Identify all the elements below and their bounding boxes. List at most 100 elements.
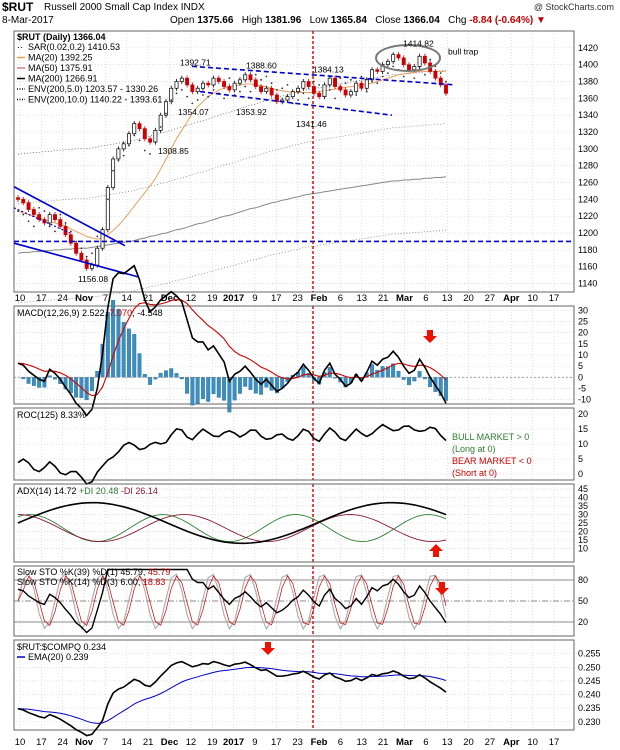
adx-y-tick-label: 10 (578, 543, 588, 553)
x-tick-label: 17 (271, 737, 282, 748)
price-annotation: 1414.82 (403, 39, 434, 49)
macd-y-tick-label: 20 (578, 328, 588, 338)
price-candle (79, 252, 84, 261)
price-pane-frame (13, 30, 575, 293)
sar-dot (80, 247, 83, 250)
adx-title-part: +DI 20.48 (79, 486, 121, 496)
sar-dot (334, 97, 336, 100)
x-tick-label: 6 (338, 293, 343, 304)
low-label: Low (309, 15, 328, 26)
sar-dot (59, 213, 62, 216)
price-candle (391, 54, 396, 62)
macd-histogram-bar (211, 377, 216, 395)
sar-dot (239, 90, 241, 93)
price-title: $RUT (Daily) 1366.04 (17, 32, 106, 42)
sar-dot (445, 80, 447, 83)
downtrend-upper-line (13, 186, 126, 247)
channel-lower-line (199, 90, 393, 116)
sar-dot (212, 89, 215, 91)
price-candle (222, 81, 227, 87)
sar-dot (128, 144, 130, 147)
chg-value: -8.84 (-0.64%) (469, 15, 534, 26)
open-label: Open (170, 15, 195, 26)
symbol-label: $RUT (2, 0, 34, 14)
sar-dot (112, 169, 115, 172)
stoch-y-tick-label: 20 (578, 617, 588, 627)
x-tick-label: 6 (423, 293, 428, 304)
macd-histogram-bar (158, 372, 163, 378)
price-candle (227, 86, 232, 91)
macd-histogram-bar (222, 377, 227, 401)
macd-signal-line (17, 299, 447, 397)
x-tick-label: 9 (252, 293, 257, 304)
price-candle (269, 87, 274, 96)
sar-dot (75, 240, 78, 243)
macd-y-tick-label: 5 (578, 361, 583, 371)
channel-upper-line (191, 65, 456, 86)
macd-histogram-bar (274, 377, 279, 394)
price-y-tick-label: 1220 (578, 211, 598, 221)
price-candle (100, 229, 105, 249)
sar-dot (392, 65, 395, 68)
sar-dot (202, 94, 204, 96)
roc-y-tick-label: 15 (578, 424, 588, 434)
x-tick-label: 19 (207, 737, 218, 748)
stoch-y-tick-label: 80 (578, 575, 588, 585)
price-candle (380, 64, 385, 72)
price-candle (433, 71, 438, 79)
sar-dot (318, 83, 321, 86)
price-candle (185, 77, 190, 86)
price-candle (338, 86, 343, 91)
sar-dot (196, 99, 199, 101)
ratio-y-tick-label: 0.245 (578, 676, 601, 686)
price-y-tick-label: 1300 (578, 144, 598, 154)
price-candle (311, 86, 316, 94)
macd-histogram-bar (216, 377, 221, 398)
low-value: 1365.84 (330, 15, 367, 26)
sar-dot (355, 94, 358, 96)
macd-histogram-bar (259, 377, 264, 395)
sar-dot (175, 92, 178, 95)
sar-dot (429, 58, 432, 61)
x-tick-label: Feb (311, 293, 328, 304)
market-note: BEAR MARKET < 0 (452, 456, 532, 466)
brand-label[interactable]: @ StockCharts.com (533, 2, 614, 12)
stoch-title: Slow STO %K(14) %D(3) 6.00, 18.83 (17, 577, 165, 587)
price-candle (58, 219, 63, 227)
macd-histogram-bar (422, 377, 427, 380)
ratio-ema-legend: EMA(20) 0.239 (28, 652, 89, 662)
ma200-line (17, 176, 447, 254)
x-tick-label: Apr (503, 293, 520, 304)
macd-histogram-bar (26, 377, 31, 384)
roc-title: ROC(125) 8.33% (17, 410, 86, 420)
sar-dot (207, 95, 210, 98)
price-candle (121, 143, 126, 150)
adx-title-part: -DI 26.14 (121, 486, 158, 496)
sar-dot (297, 99, 299, 101)
macd-histogram-bar (127, 328, 131, 378)
sar-dot (96, 235, 99, 238)
sar-dot (244, 85, 247, 88)
price-annotation: 1354.07 (178, 107, 209, 117)
sar-dot (170, 99, 173, 101)
macd-down-arrow-icon (423, 330, 437, 343)
ratio-y-tick-label: 0.250 (578, 662, 601, 672)
chg-label: Chg (448, 15, 467, 26)
x-tick-label: 6 (338, 737, 343, 748)
price-candle (317, 92, 322, 98)
sar-dot (381, 75, 384, 78)
x-tick-label: 24 (57, 737, 68, 748)
x-tick-label: 21 (143, 293, 154, 304)
x-tick-label: Mar (396, 737, 413, 748)
price-candle (137, 123, 142, 130)
ratio-y-tick-label: 0.235 (578, 703, 601, 713)
market-note: (Long at 0) (452, 444, 496, 454)
sar-dot (439, 72, 442, 74)
price-candle (322, 84, 327, 98)
sar-dot (418, 67, 421, 69)
sar-dot (423, 73, 426, 76)
stoch-down-arrow-icon (435, 582, 449, 595)
index-name: Russell 2000 Small Cap Index INDX (44, 2, 205, 13)
price-candle (127, 133, 131, 145)
